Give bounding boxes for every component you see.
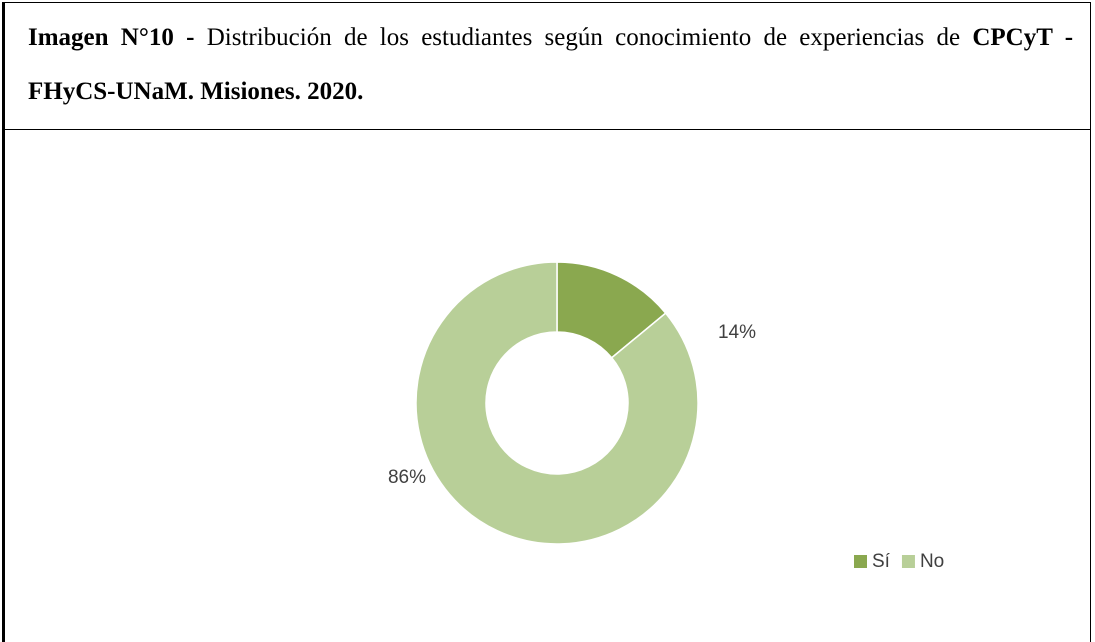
caption-part: Imagen N°10 - [28,24,195,51]
legend-label: No [920,551,944,572]
data-label: 86% [388,467,426,488]
legend-swatch [854,555,867,568]
legend-label: Sí [872,551,891,572]
cell-border [5,129,1090,130]
data-label: 14% [718,322,756,343]
legend-swatch [901,555,915,568]
figure-caption: Imagen N°10 - Distribución de los estudi… [28,11,1073,119]
caption-part: CPCyT - FHyCS-UNaM. Misiones. 2020. [28,24,1074,105]
donut-slice [415,261,699,545]
caption-part: Distribución de los estudiantes según co… [206,24,961,51]
